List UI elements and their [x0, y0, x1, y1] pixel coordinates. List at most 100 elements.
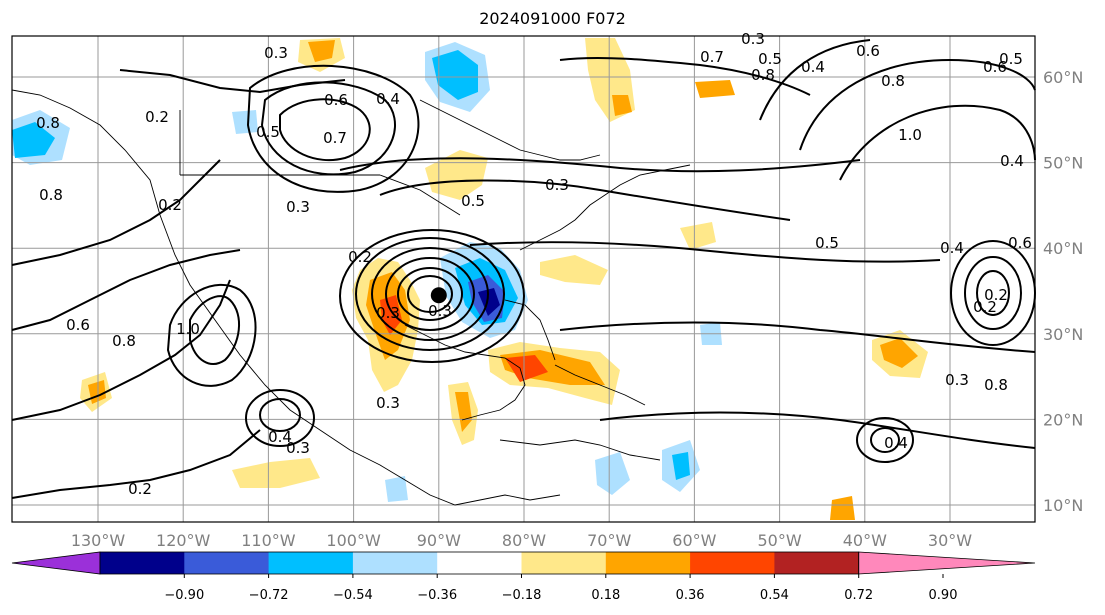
- contour-value-label: 0.4: [1000, 152, 1024, 170]
- colorbar-tick-label: −0.90: [164, 588, 204, 603]
- yellow-patch-mid-atlantic: [680, 222, 716, 250]
- contour-value-label: 0.5: [758, 50, 782, 68]
- contour-value-label: 0.7: [323, 129, 347, 147]
- navy-core-southeast: [478, 288, 500, 316]
- contour-value-label: 1.0: [898, 126, 922, 144]
- contour-value-label: 0.4: [940, 239, 964, 257]
- contour-value-label: 0.3: [376, 394, 400, 412]
- colorbar-tick-label: −0.18: [502, 588, 542, 603]
- colorbar-segment: [521, 552, 607, 574]
- contour-value-label: 0.6: [1008, 234, 1032, 252]
- contour-value-label: 0.5: [815, 234, 839, 252]
- colorbar-segment: [268, 552, 354, 574]
- lon-tick-label: 80°W: [502, 531, 546, 550]
- yellow-patch-east-coast: [540, 255, 608, 285]
- colorbar-tick-label: 0.90: [929, 588, 958, 603]
- orange-core-canada-top: [308, 40, 335, 62]
- contour-value-label: 0.8: [112, 332, 136, 350]
- orange-core-atlantic: [880, 338, 918, 368]
- lat-tick-label: 40°N: [1043, 239, 1083, 258]
- colorbar-segment: [605, 552, 691, 574]
- yellow-patch-east-pacific: [232, 458, 320, 488]
- contour-value-label: 0.4: [801, 58, 825, 76]
- lon-tick-label: 100°W: [326, 531, 381, 550]
- contour-value-label: 0.8: [39, 186, 63, 204]
- lat-tick-label: 60°N: [1043, 68, 1083, 87]
- colorbar-tick-label: 0.18: [591, 588, 620, 603]
- contour-value-label: 0.2: [145, 108, 169, 126]
- lat-tick-label: 30°N: [1043, 325, 1083, 344]
- contour-value-label: 0.3: [945, 371, 969, 389]
- latitude-axis-labels: 60°N 50°N 40°N 30°N 20°N 10°N: [1043, 68, 1083, 515]
- contour-value-label: 0.3: [428, 302, 452, 320]
- lon-tick-label: 130°W: [71, 531, 126, 550]
- contour-value-label: 0.4: [268, 428, 292, 446]
- blue-patch-caribbean-1: [595, 452, 630, 495]
- contour-value-label: 0.4: [884, 434, 908, 452]
- contour-lines: [11, 39, 1036, 499]
- contour-labels: 0.3 0.3 0.5 0.7 0.8 0.6 0.4 0.5 0.6 0.2 0.4 0.5 0.7 0…: [36, 30, 1032, 498]
- colorbar-tick-label: 0.36: [676, 588, 705, 603]
- colorbar-outline: [99, 551, 860, 575]
- lon-tick-label: 110°W: [241, 531, 296, 550]
- lat-tick-label: 50°N: [1043, 154, 1083, 173]
- contour-value-label: 0.5: [461, 192, 485, 210]
- contour-value-label: 0.3: [286, 198, 310, 216]
- colorbar-tick-label: −0.54: [333, 588, 373, 603]
- colorbar-segment: [690, 552, 775, 574]
- contour-value-label: 0.7: [700, 48, 724, 66]
- orange-core-mexico: [455, 392, 472, 432]
- colorbar-tick-label: 0.54: [760, 588, 789, 603]
- colorbar: [11, 551, 1036, 575]
- contour-value-label: 0.2: [348, 248, 372, 266]
- contour-value-label: 0.2: [158, 196, 182, 214]
- contour-value-label: 0.3: [264, 44, 288, 62]
- contour-value-label: 1.0: [176, 320, 200, 338]
- storm-center-marker: [430, 287, 447, 304]
- colorbar-segment: [100, 552, 185, 574]
- colorbar-segment: [184, 552, 270, 574]
- blue-core-hudson: [432, 50, 478, 100]
- contour-value-label: 0.3: [741, 30, 765, 48]
- orange-patch-south-atlantic: [830, 496, 855, 520]
- lon-tick-label: 120°W: [156, 531, 211, 550]
- contour-value-label: 0.8: [751, 66, 775, 84]
- contour-value-label: 0.4: [376, 90, 400, 108]
- contour-value-label: 0.3: [545, 176, 569, 194]
- contour-value-label: 0.6: [66, 316, 90, 334]
- colorbar-segment: [774, 552, 860, 574]
- lon-tick-label: 40°W: [843, 531, 887, 550]
- lon-tick-label: 70°W: [587, 531, 631, 550]
- blue-core-caribbean-2: [672, 452, 690, 480]
- colorbar-tick-label: −0.72: [249, 588, 289, 603]
- colorbar-segment: [437, 552, 522, 574]
- contour-value-label: 0.5: [999, 50, 1023, 68]
- contour-value-label: 0.6: [324, 91, 348, 109]
- contour-value-label: 0.6: [856, 42, 880, 60]
- red-core-gulf: [505, 355, 548, 382]
- red-core-central-us: [380, 295, 402, 335]
- blue-core-nw-canada: [12, 122, 55, 158]
- colorbar-tick-labels: −0.90 −0.72 −0.54 −0.36 −0.18 0.18 0.36 0.54 0.7…: [164, 574, 957, 603]
- lon-tick-label: 30°W: [928, 531, 972, 550]
- yellow-patch-greenland: [695, 80, 735, 98]
- contour-value-label: 0.8: [984, 376, 1008, 394]
- contour-value-label: 0.8: [36, 114, 60, 132]
- longitude-axis-labels: 130°W 120°W 110°W 100°W 90°W 80°W 70°W 60°W 50°W…: [71, 531, 972, 550]
- blue-patch-pac-nw: [232, 110, 258, 134]
- lat-tick-label: 10°N: [1043, 496, 1083, 515]
- lon-tick-label: 50°W: [758, 531, 802, 550]
- colorbar-tick-label: 0.72: [844, 588, 873, 603]
- contour-value-label: 0.2: [973, 298, 997, 316]
- colorbar-tick-label: −0.36: [417, 588, 457, 603]
- graticule: [12, 36, 1035, 522]
- shaded-anomalies: [12, 38, 928, 520]
- contour-value-label: 0.2: [128, 480, 152, 498]
- contour-value-label: 0.2: [984, 286, 1008, 304]
- lon-tick-label: 60°W: [672, 531, 716, 550]
- orange-core-labrador: [612, 95, 632, 116]
- contour-value-label: 0.5: [256, 123, 280, 141]
- lat-tick-label: 20°N: [1043, 410, 1083, 429]
- colorbar-segment: [352, 552, 438, 574]
